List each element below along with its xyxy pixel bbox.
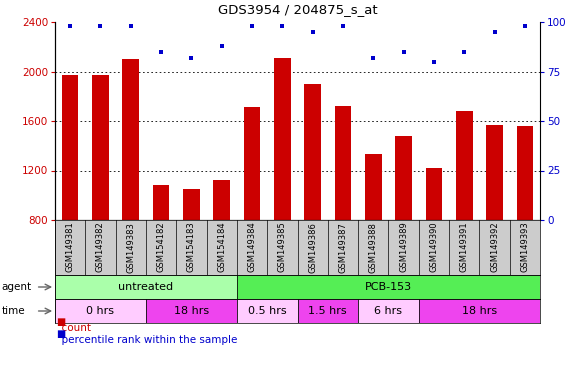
Text: PCB-153: PCB-153 [365, 282, 412, 292]
Bar [419, 299, 540, 323]
Text: GSM149388: GSM149388 [369, 222, 378, 273]
Point [247, 23, 256, 29]
Bar [365, 154, 381, 220]
Point [490, 29, 499, 35]
Bar [62, 75, 78, 220]
Text: GSM149389: GSM149389 [399, 222, 408, 272]
Bar [395, 136, 412, 220]
Point [278, 23, 287, 29]
Bar [146, 299, 237, 323]
Text: agent: agent [2, 282, 32, 292]
Text: GSM154183: GSM154183 [187, 222, 196, 272]
Text: GSM149381: GSM149381 [66, 222, 75, 272]
Point [369, 55, 378, 61]
Point [520, 23, 529, 29]
Text: untreated: untreated [118, 282, 174, 292]
Bar [237, 275, 540, 299]
Point [96, 23, 105, 29]
Bar [55, 275, 237, 299]
Text: 0.5 hrs: 0.5 hrs [248, 306, 287, 316]
Text: time: time [2, 306, 25, 316]
Text: 6 hrs: 6 hrs [375, 306, 403, 316]
Bar [183, 189, 200, 220]
Text: percentile rank within the sample: percentile rank within the sample [55, 335, 238, 345]
Bar [304, 84, 321, 220]
Text: ■: ■ [56, 316, 66, 326]
Text: GSM149386: GSM149386 [308, 222, 317, 273]
Text: GSM154184: GSM154184 [217, 222, 226, 272]
Point [126, 23, 135, 29]
Text: GSM149384: GSM149384 [248, 222, 256, 272]
Text: GSM149390: GSM149390 [429, 222, 439, 272]
Text: 18 hrs: 18 hrs [174, 306, 209, 316]
Text: GDS3954 / 204875_s_at: GDS3954 / 204875_s_at [218, 3, 377, 16]
Bar [425, 168, 443, 220]
Bar [153, 185, 170, 220]
Bar [358, 299, 419, 323]
Point [187, 55, 196, 61]
Bar [122, 59, 139, 220]
Bar [517, 126, 533, 220]
Point [339, 23, 348, 29]
Text: count: count [55, 323, 91, 333]
Point [217, 43, 226, 49]
Point [66, 23, 75, 29]
Text: GSM149387: GSM149387 [339, 222, 348, 273]
Text: GSM154182: GSM154182 [156, 222, 166, 272]
Text: 0 hrs: 0 hrs [86, 306, 114, 316]
Point [460, 49, 469, 55]
Text: GSM149383: GSM149383 [126, 222, 135, 273]
Bar [214, 180, 230, 220]
Bar [456, 111, 473, 220]
Point [308, 29, 317, 35]
Text: GSM149385: GSM149385 [278, 222, 287, 272]
Bar [486, 125, 503, 220]
Text: GSM149382: GSM149382 [96, 222, 105, 272]
Bar [92, 75, 109, 220]
Text: 18 hrs: 18 hrs [462, 306, 497, 316]
Bar [297, 299, 358, 323]
Text: GSM149392: GSM149392 [490, 222, 499, 272]
Text: 1.5 hrs: 1.5 hrs [308, 306, 347, 316]
Point [429, 58, 439, 65]
Bar [274, 58, 291, 220]
Bar [244, 108, 260, 220]
Bar [335, 106, 351, 220]
Point [156, 49, 166, 55]
Point [399, 49, 408, 55]
Bar [237, 299, 297, 323]
Text: ■: ■ [56, 329, 66, 339]
Text: GSM149393: GSM149393 [520, 222, 529, 272]
Text: GSM149391: GSM149391 [460, 222, 469, 272]
Bar [55, 299, 146, 323]
